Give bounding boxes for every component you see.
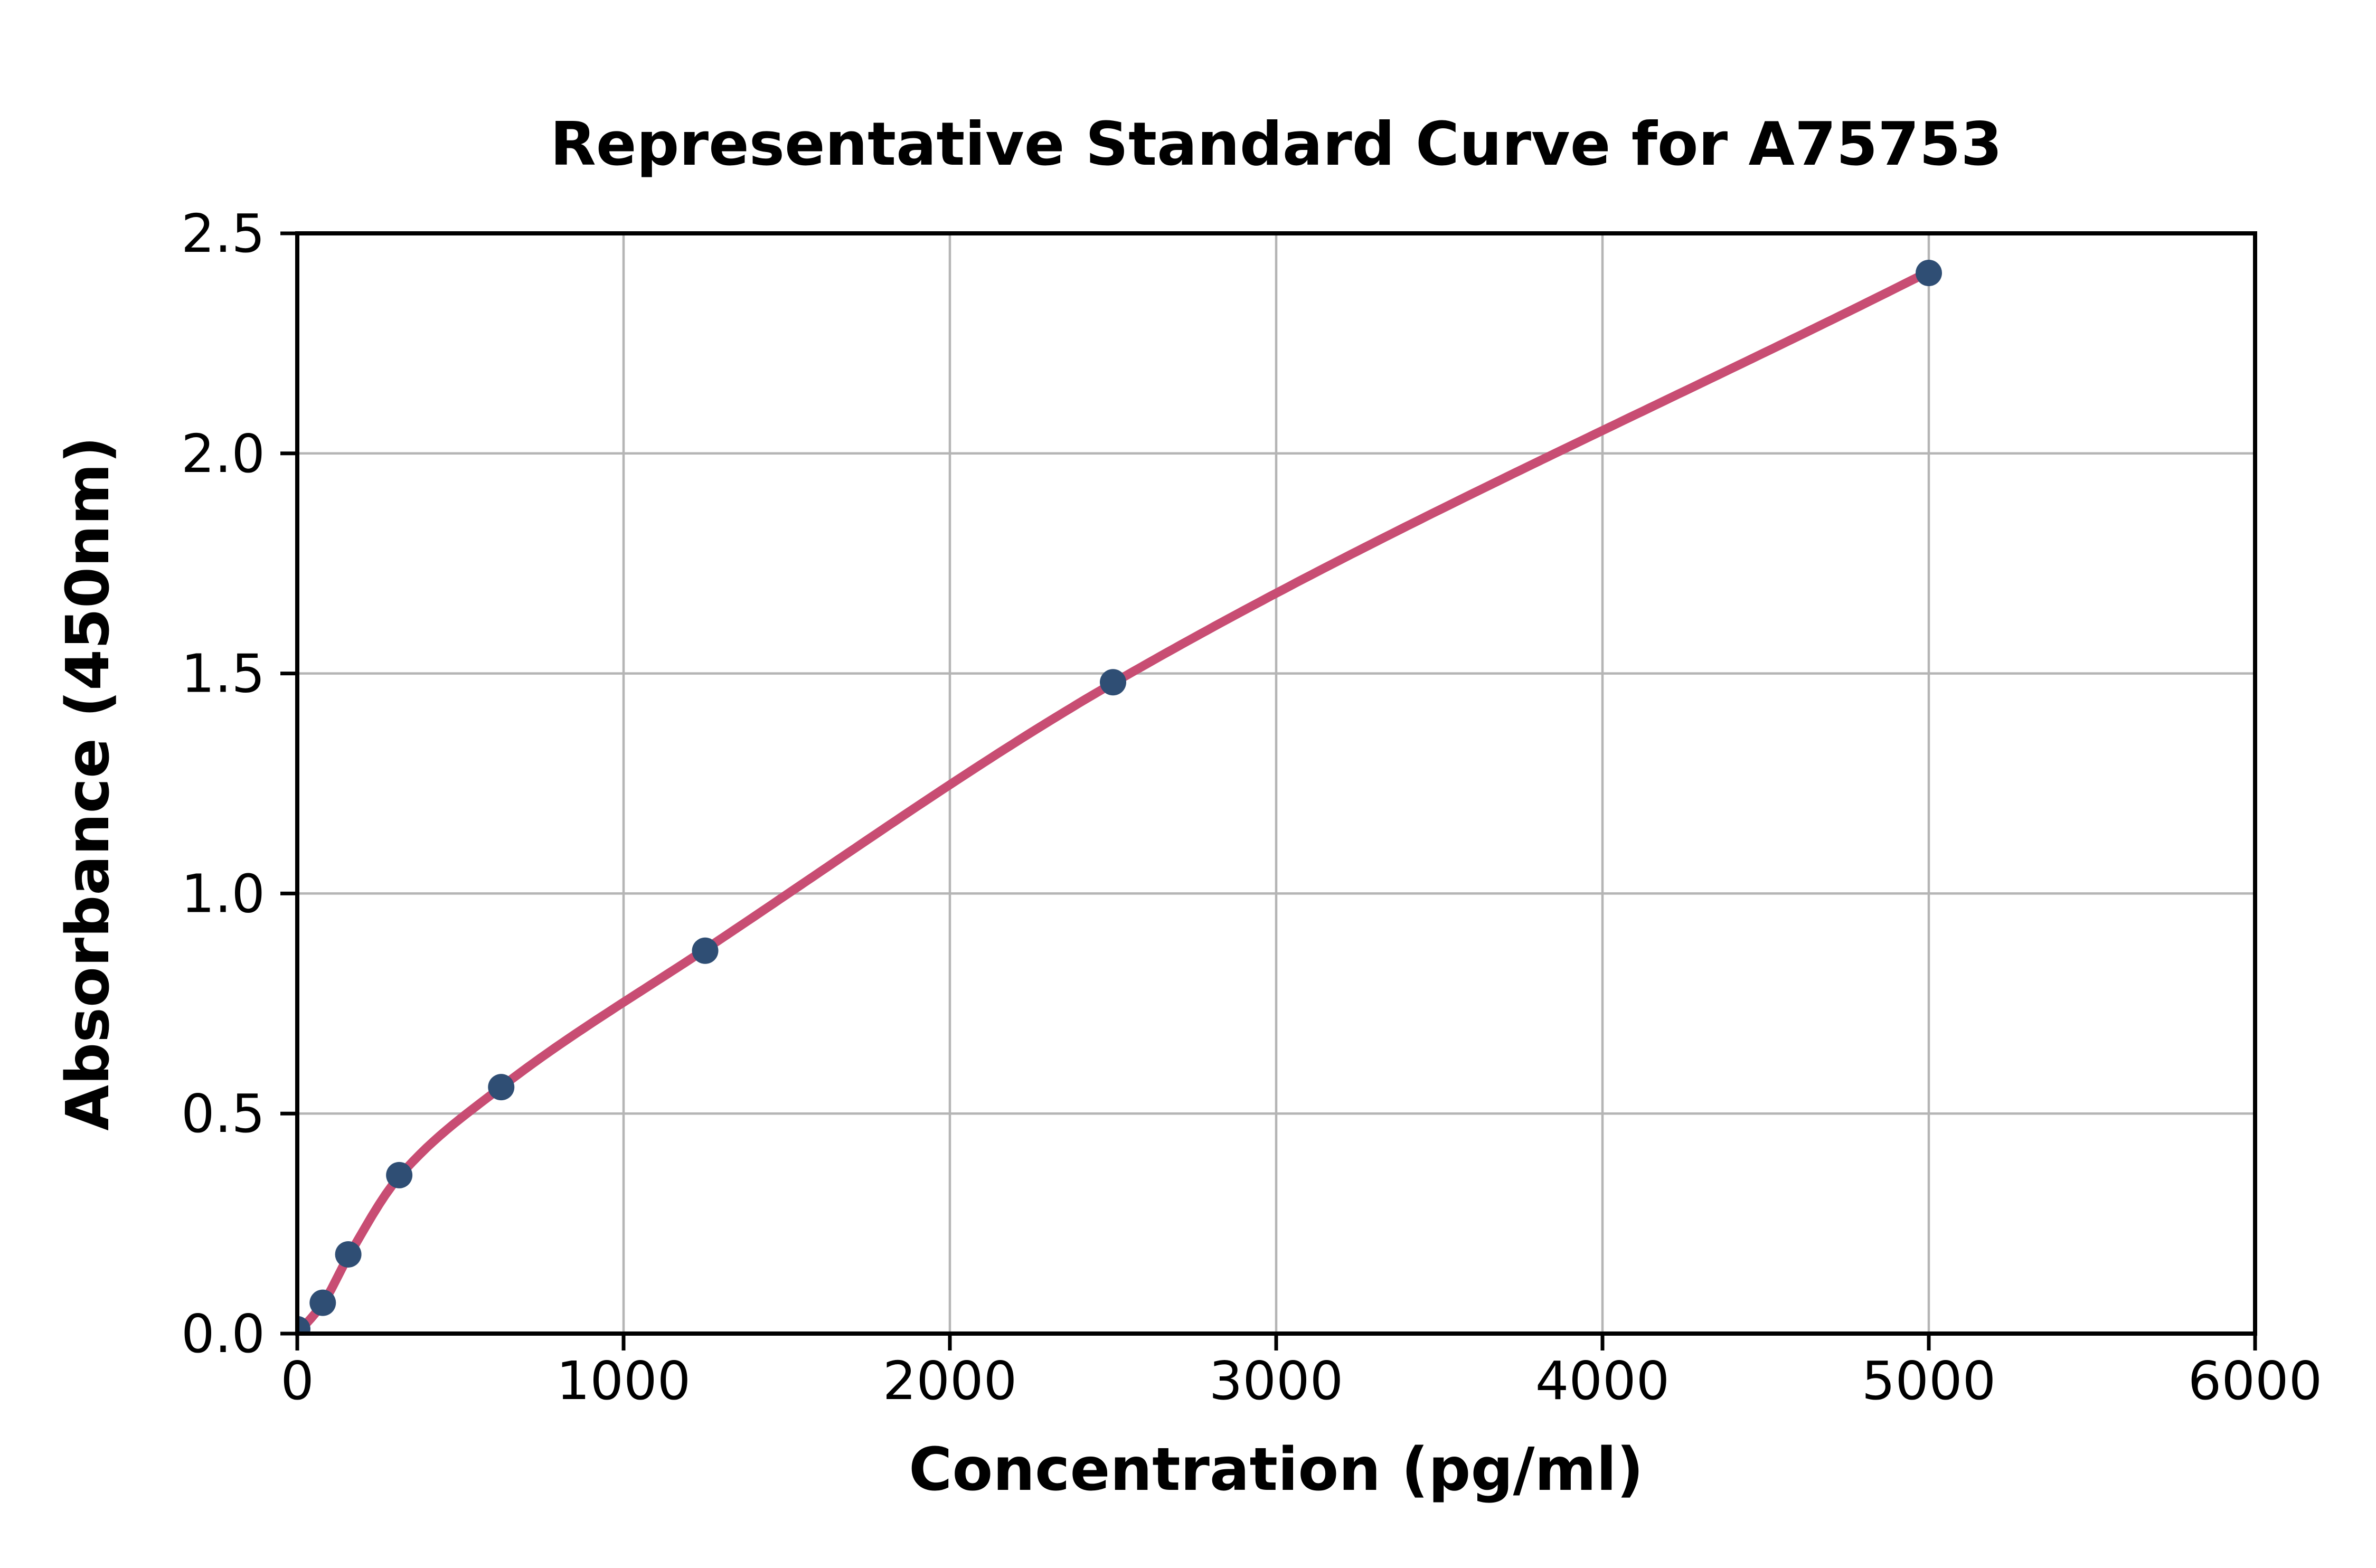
data-point-marker <box>1916 260 1942 287</box>
x-tick-label: 3000 <box>1209 1350 1344 1412</box>
x-tick-label: 1000 <box>557 1350 691 1412</box>
x-axis-label: Concentration (pg/ml) <box>909 1435 1644 1504</box>
y-tick-label: 2.5 <box>181 203 265 265</box>
data-point-marker <box>488 1074 515 1101</box>
chart-title: Representative Standard Curve for A75753 <box>550 109 2002 179</box>
data-point-marker <box>692 937 719 964</box>
plot-data <box>297 260 1942 1334</box>
data-point-marker <box>1100 669 1126 696</box>
standard-curve-line <box>297 267 1934 1334</box>
x-tick-label: 5000 <box>1862 1350 1996 1412</box>
x-tick-label: 2000 <box>883 1350 1017 1412</box>
data-point-marker <box>386 1161 413 1188</box>
y-tick-label: 0.5 <box>181 1083 265 1145</box>
y-tick-label: 0.0 <box>181 1303 265 1365</box>
axis-ticks: 0 1000 2000 3000 4000 5000 6000 0.0 0.5 1.0 1.5 2.0… <box>181 203 2322 1412</box>
data-point-marker <box>297 1316 310 1334</box>
y-tick-label: 1.5 <box>181 643 265 705</box>
y-axis-label: Absorbance (450nm) <box>54 436 122 1130</box>
gridlines <box>297 233 2255 1334</box>
data-point-marker <box>335 1241 362 1268</box>
x-tick-label: 0 <box>280 1350 314 1412</box>
x-tick-label: 4000 <box>1535 1350 1670 1412</box>
x-tick-label: 6000 <box>2188 1350 2323 1412</box>
data-point-marker <box>309 1289 336 1316</box>
y-tick-label: 2.0 <box>181 423 265 485</box>
y-tick-label: 1.0 <box>181 863 265 924</box>
